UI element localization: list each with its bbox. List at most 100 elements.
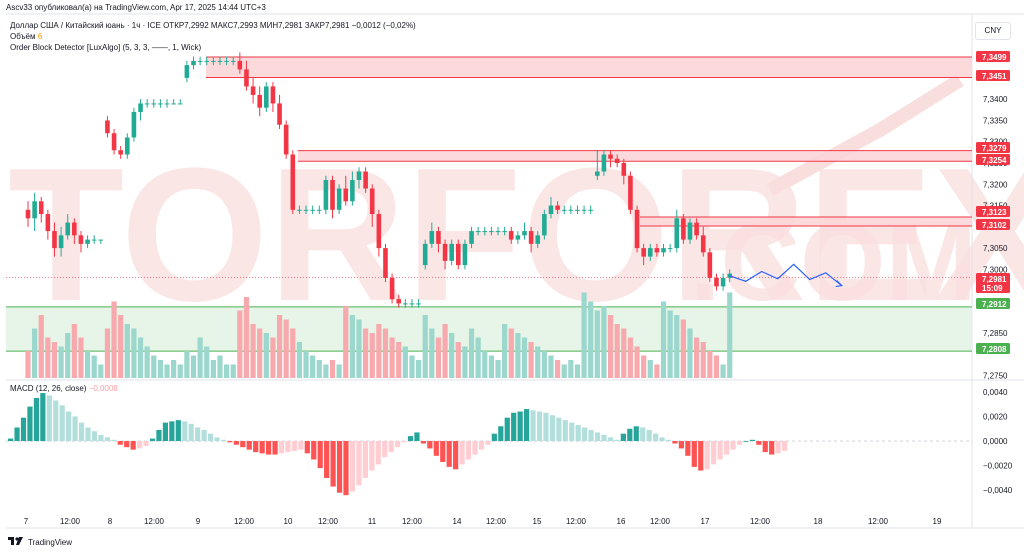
candle-body <box>310 209 315 211</box>
macd-bar <box>446 441 452 467</box>
candle-body <box>608 154 613 159</box>
candle-body <box>575 209 580 211</box>
volume-bar <box>455 342 461 378</box>
macd-bar <box>775 441 781 454</box>
volume-bar <box>32 328 38 378</box>
watermark-arrow <box>766 74 964 197</box>
candle-body <box>78 235 84 244</box>
volume-bar <box>144 346 150 378</box>
price-tag-label: 7,3123 <box>982 208 1007 217</box>
macd-bar <box>440 441 446 462</box>
candle-body <box>264 86 269 108</box>
volume-bar <box>217 355 223 378</box>
macd-bar <box>246 441 252 450</box>
volume-bar <box>25 351 31 378</box>
symbol-title[interactable]: Доллар США / Китайский юань · 1ч · ICE <box>10 21 161 30</box>
volume-bar <box>607 315 614 378</box>
volume-bar <box>71 324 77 378</box>
candle-body <box>38 201 44 215</box>
volume-bar <box>296 342 303 378</box>
macd-bar <box>433 441 439 456</box>
volume-bar <box>429 328 435 378</box>
time-tick-label: 14 <box>453 517 462 526</box>
tradingview-brand[interactable]: TradingView <box>28 537 73 547</box>
macd-bar <box>240 441 246 448</box>
macd-bar <box>562 420 568 442</box>
tradingview-logo-icon <box>8 536 24 548</box>
time-tick-label: 12:00 <box>144 517 165 526</box>
volume-bar <box>118 315 124 378</box>
candle-body <box>442 243 448 261</box>
candle-body <box>197 60 203 62</box>
price-tag <box>976 206 1010 217</box>
macd-label[interactable]: MACD (12, 26, close) <box>10 384 87 393</box>
volume-bar <box>528 342 534 378</box>
candle-body <box>436 231 441 244</box>
watermark: TORFOREX.COM <box>8 74 1024 341</box>
candle-body <box>45 214 51 232</box>
macd-bar <box>311 441 317 460</box>
macd-bar <box>517 411 523 442</box>
macd-bar <box>182 421 188 442</box>
candle-body <box>217 60 223 62</box>
macd-bar <box>40 393 46 442</box>
volume-row: Объём 6 <box>10 31 416 42</box>
macd-bar <box>627 428 633 442</box>
candle-body <box>290 154 296 210</box>
macd-bar <box>130 441 136 450</box>
time-tick-label: 11 <box>368 517 377 526</box>
candle-body <box>661 248 666 253</box>
indicator-name[interactable]: Order Block Detector [LuxAlgo] (5, 3, 3,… <box>10 43 202 52</box>
candle-body <box>595 171 600 176</box>
candle-body <box>171 103 176 105</box>
volume-bar <box>515 333 521 378</box>
macd-bar <box>698 441 704 471</box>
time-tick-label: 19 <box>933 517 942 526</box>
macd-bar <box>672 441 678 444</box>
macd-bar <box>711 441 717 465</box>
macd-bar <box>407 436 414 442</box>
volume-label[interactable]: Объём <box>10 32 36 41</box>
macd-bar <box>253 441 259 453</box>
volume-bar <box>574 364 581 378</box>
price-tag <box>976 298 1010 309</box>
volume-bar <box>614 324 620 378</box>
candle-body <box>177 103 183 105</box>
candle-body <box>674 218 680 249</box>
macd-bar <box>375 441 381 465</box>
candle-body <box>283 124 289 155</box>
macd-bar <box>388 441 394 453</box>
volume-bar <box>594 310 600 378</box>
macd-bar <box>369 441 375 471</box>
candle-body <box>456 243 461 266</box>
macd-bar <box>156 429 162 442</box>
macd-legend: MACD (12, 26, close) −0,0008 <box>10 384 118 393</box>
price-tag <box>976 142 1010 153</box>
volume-bar <box>396 342 402 378</box>
macd-bar <box>485 441 491 445</box>
candle-body <box>614 158 620 164</box>
volume-bar <box>713 355 720 378</box>
macd-bar <box>291 441 297 451</box>
volume-bar <box>409 355 415 378</box>
candle-body <box>191 60 196 66</box>
macd-bar <box>188 423 194 442</box>
macd-bar <box>14 427 20 442</box>
volume-bar <box>422 315 428 378</box>
volume-bar <box>561 364 567 378</box>
volume-bar <box>323 364 329 378</box>
candle-body <box>224 60 229 62</box>
volume-bar <box>548 355 554 378</box>
macd-bar <box>401 441 407 443</box>
macd-bar <box>66 411 72 442</box>
price-tag-label: 7,2981 <box>982 275 1007 284</box>
macd-bar <box>27 406 33 442</box>
candle-body <box>85 239 90 244</box>
currency-button[interactable]: CNY <box>975 22 1011 40</box>
macd-bar <box>549 415 555 442</box>
macd-bar <box>530 410 536 442</box>
macd-bar <box>33 397 39 442</box>
macd-bar <box>730 441 736 450</box>
volume-bar <box>488 355 494 378</box>
